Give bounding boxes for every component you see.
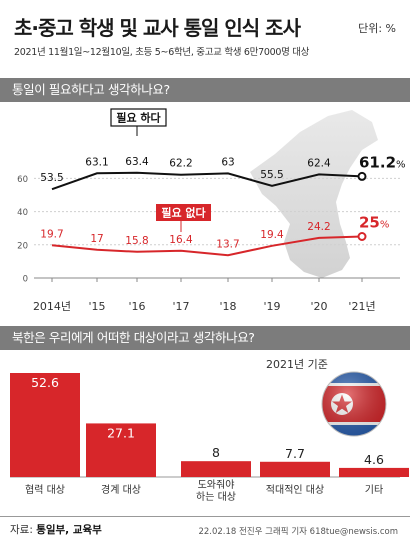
y-tick-label: 60	[17, 175, 28, 185]
series-end-point	[357, 171, 367, 181]
data-label: 13.7	[216, 238, 239, 250]
data-label: 19.4	[260, 229, 284, 241]
source-label: 자료:	[10, 524, 33, 536]
data-label-emphasis: 25%	[359, 214, 389, 232]
data-label: 55.5	[260, 169, 283, 181]
bar-category-label: 적대적인 대상	[266, 484, 324, 496]
series-line-1	[51, 235, 363, 257]
bar	[260, 461, 330, 477]
data-label: 16.4	[169, 234, 193, 246]
x-tick-label: '20	[310, 300, 327, 313]
x-tick-label: '15	[88, 300, 105, 313]
series-end-point	[357, 232, 367, 241]
source-note: 자료: 통일부, 교육부	[10, 522, 102, 537]
x-tick-label: 2014년	[33, 300, 71, 313]
question-1-header: 통일이 필요하다고 생각하나요?	[0, 78, 410, 102]
bar	[181, 461, 251, 477]
survey-subtitle: 2021년 11월1일~12월10일, 초등 5~6학년, 중고교 학생 6만7…	[14, 47, 310, 58]
legend-label-no-need: 필요 없다	[161, 206, 206, 220]
bar-category-label: 하는 대상	[196, 490, 236, 503]
bar-value-label: 8	[212, 445, 220, 460]
data-label: 63.4	[125, 156, 149, 168]
data-label: 17	[90, 233, 103, 245]
source-value: 통일부, 교육부	[36, 524, 102, 536]
footer-divider	[0, 516, 410, 517]
base-year-note: 2021년 기준	[266, 358, 328, 371]
legend-box-need	[110, 108, 167, 127]
series-line-0	[51, 171, 363, 191]
bar	[339, 467, 409, 477]
bar-category-label: 협력 대상	[25, 483, 65, 496]
credit-line: 22.02.18 전진우 그래픽 기자 618tue@newsis.com	[198, 527, 398, 537]
data-label: 63	[221, 156, 234, 168]
percent-suffix: %	[380, 220, 390, 231]
bar-value-label: 4.6	[364, 452, 384, 467]
data-label: 24.2	[307, 221, 330, 233]
data-label: 63.1	[85, 156, 108, 168]
bar-value-label: 27.1	[107, 425, 135, 440]
unit-label: 단위: %	[358, 22, 396, 35]
legend-box-no-need	[156, 204, 211, 221]
korean-peninsula-map	[250, 110, 378, 278]
x-tick-label: '21년	[348, 300, 375, 313]
y-tick-label: 0	[23, 275, 28, 285]
x-tick-label: '18	[219, 300, 236, 313]
data-label: 15.8	[125, 235, 148, 247]
data-label: 19.7	[40, 228, 63, 240]
percent-suffix: %	[396, 159, 406, 170]
data-label: 62.4	[307, 157, 331, 169]
y-tick-label: 40	[17, 208, 28, 218]
legend-label-need: 필요 하다	[116, 111, 161, 125]
data-label: 62.2	[169, 158, 192, 170]
header: 초·중고 학생 및 교사 통일 인식 조사 단위: %	[14, 8, 404, 42]
question-2-header: 북한은 우리에게 어떠한 대상이라고 생각하나요?	[0, 326, 410, 350]
bar-category-label: 경계 대상	[101, 483, 141, 496]
page-title: 초·중고 학생 및 교사 통일 인식 조사	[14, 16, 301, 40]
north-korea-flag-icon	[321, 371, 387, 437]
bar	[86, 423, 156, 477]
y-tick-label: 20	[17, 241, 28, 251]
bar-category-label: 기타	[365, 484, 383, 496]
data-label: 53.5	[40, 172, 63, 184]
bar	[10, 373, 80, 477]
bar-value-label: 7.7	[285, 446, 305, 461]
x-tick-label: '16	[128, 300, 145, 313]
data-label-emphasis: 61.2%	[359, 153, 406, 171]
x-tick-label: '17	[172, 300, 189, 313]
line-chart: 0 20 40 60 2014년 '15 '16 '17 '18 '19 '20 '21년 53.5…	[17, 108, 406, 313]
bar-category-label: 도와줘야	[198, 479, 235, 491]
x-tick-label: '19	[263, 300, 280, 313]
bar-value-label: 52.6	[31, 375, 59, 390]
